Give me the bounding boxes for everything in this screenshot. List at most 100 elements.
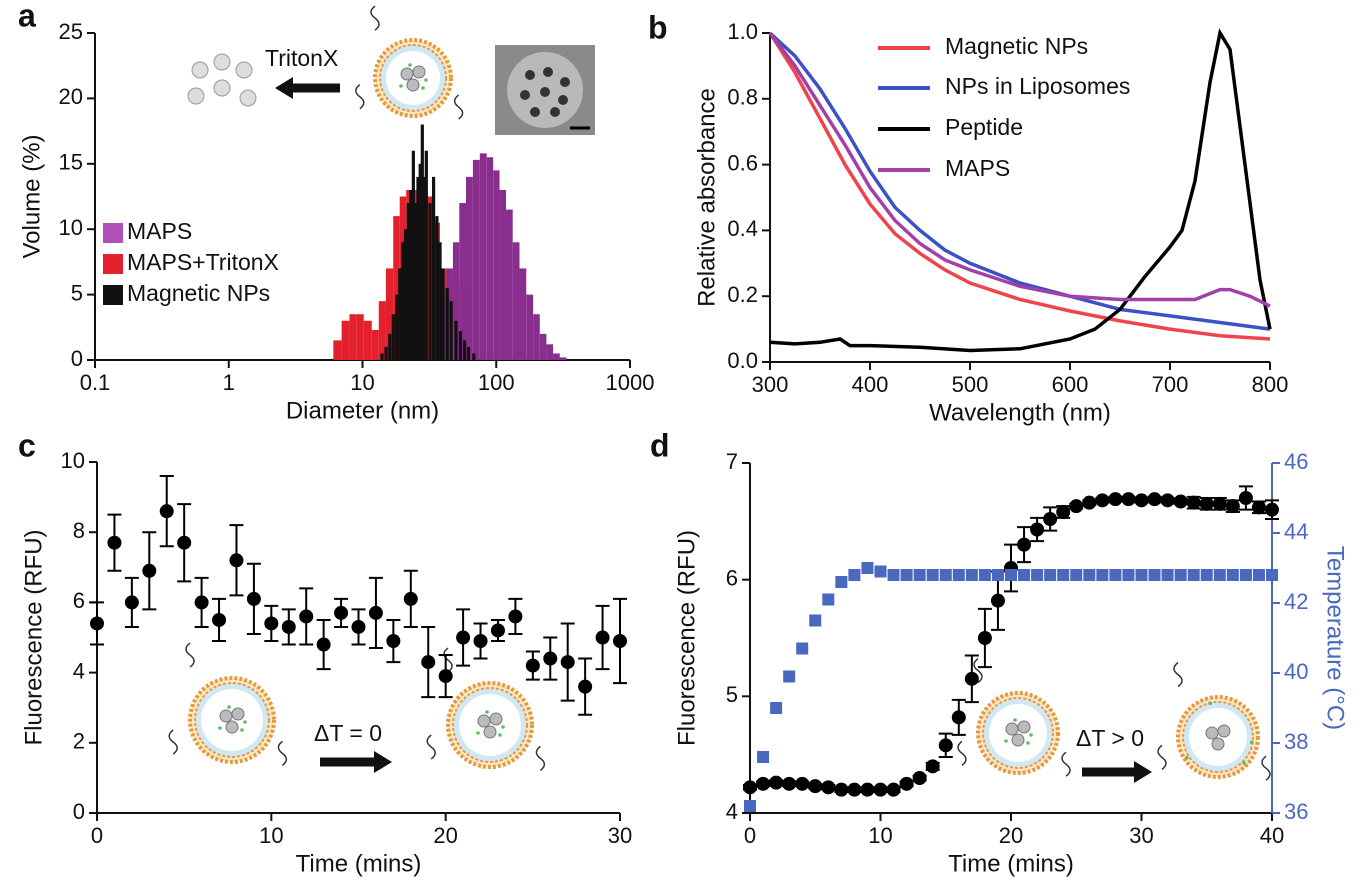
marker (1109, 569, 1122, 581)
bar (356, 314, 364, 360)
peptide (535, 745, 546, 771)
marker (1265, 502, 1279, 517)
nanoparticle (219, 709, 233, 723)
dye (1250, 740, 1254, 744)
y-tick-label: 6 (726, 565, 738, 590)
x-tick-label: 20 (433, 823, 457, 848)
bar (465, 176, 473, 360)
peptide (370, 5, 380, 31)
marker (834, 782, 849, 797)
marker (796, 642, 809, 655)
dye (227, 705, 231, 709)
y2-axis-title: Temperature (°C) (1322, 546, 1349, 730)
marker (177, 535, 192, 550)
y2-tick-label: 36 (1284, 799, 1308, 824)
y-tick-label: 0 (71, 346, 83, 371)
bar (403, 229, 408, 360)
marker (1225, 499, 1240, 514)
y-tick-label: 4 (73, 658, 85, 683)
marker (769, 775, 784, 790)
marker (1147, 492, 1162, 507)
nanoparticle (1005, 722, 1019, 736)
marker (1096, 569, 1109, 581)
x-tick-label: 400 (852, 372, 889, 397)
bar (512, 242, 520, 360)
marker (990, 593, 1005, 608)
y-tick-label: 0.0 (727, 348, 758, 373)
marker (977, 631, 992, 645)
bar (445, 288, 449, 360)
bar (363, 320, 372, 360)
marker (613, 634, 627, 649)
dye (243, 720, 247, 724)
marker (913, 569, 926, 581)
marker (1187, 569, 1200, 581)
bar (393, 216, 400, 360)
marker (264, 616, 279, 631)
marker (1044, 569, 1057, 581)
nanoparticle (483, 725, 497, 739)
series-line (769, 28, 1272, 353)
x-tick-label: 0.1 (80, 370, 111, 395)
marker (1239, 569, 1252, 581)
bar (493, 170, 500, 360)
tem-particle (543, 67, 553, 77)
marker (543, 651, 558, 666)
marker (578, 679, 593, 694)
marker (1174, 569, 1187, 581)
marker (860, 782, 875, 797)
legend-label: MAPS+TritonX (127, 249, 279, 275)
x-tick-label: 40 (1260, 823, 1284, 848)
marker (1108, 492, 1123, 507)
bar (380, 353, 384, 360)
marker (925, 759, 940, 774)
marker (1018, 569, 1031, 581)
marker (1135, 569, 1148, 581)
bar (454, 320, 458, 360)
marker (861, 562, 874, 574)
y-tick-label: 0.6 (727, 150, 758, 175)
marker (212, 612, 227, 627)
dye (1013, 718, 1017, 722)
bar (401, 242, 405, 360)
marker (939, 569, 952, 581)
bar (449, 301, 453, 360)
x-axis-title: Wavelength (nm) (929, 399, 1111, 426)
marker (822, 593, 835, 606)
x-tick-label: 1 (223, 370, 235, 395)
legend-swatch (103, 223, 123, 243)
marker (90, 616, 104, 631)
marker (1057, 569, 1070, 581)
marker (978, 569, 991, 581)
y2-tick-label: 40 (1284, 659, 1308, 684)
marker (795, 776, 810, 791)
marker (1200, 569, 1213, 581)
dye (1208, 701, 1212, 705)
marker (595, 630, 610, 645)
legend-label: Peptide (945, 114, 1023, 140)
y2-tick-label: 42 (1284, 589, 1308, 614)
dye (218, 726, 222, 730)
marker (899, 776, 914, 791)
marker (886, 782, 901, 797)
bar (385, 268, 394, 360)
nanoparticle (1211, 737, 1225, 751)
peptide (453, 94, 464, 120)
marker (124, 595, 139, 610)
marker (1095, 493, 1110, 508)
x-tick-label: 700 (1152, 372, 1189, 397)
marker (1226, 569, 1239, 581)
y-tick-label: 7 (726, 449, 738, 474)
bar (499, 189, 507, 360)
annotation: ΔT > 0 (1076, 725, 1144, 751)
marker (229, 553, 244, 568)
tem-particle (550, 107, 560, 117)
marker (756, 776, 771, 791)
x-axis-title: Time (mins) (296, 850, 422, 877)
y-tick-label: 0.8 (727, 85, 758, 110)
marker (351, 619, 366, 634)
bar (539, 333, 547, 360)
x-axis-title: Time (mins) (948, 850, 1074, 877)
liposome-core (1189, 708, 1247, 766)
dye (1185, 756, 1189, 760)
